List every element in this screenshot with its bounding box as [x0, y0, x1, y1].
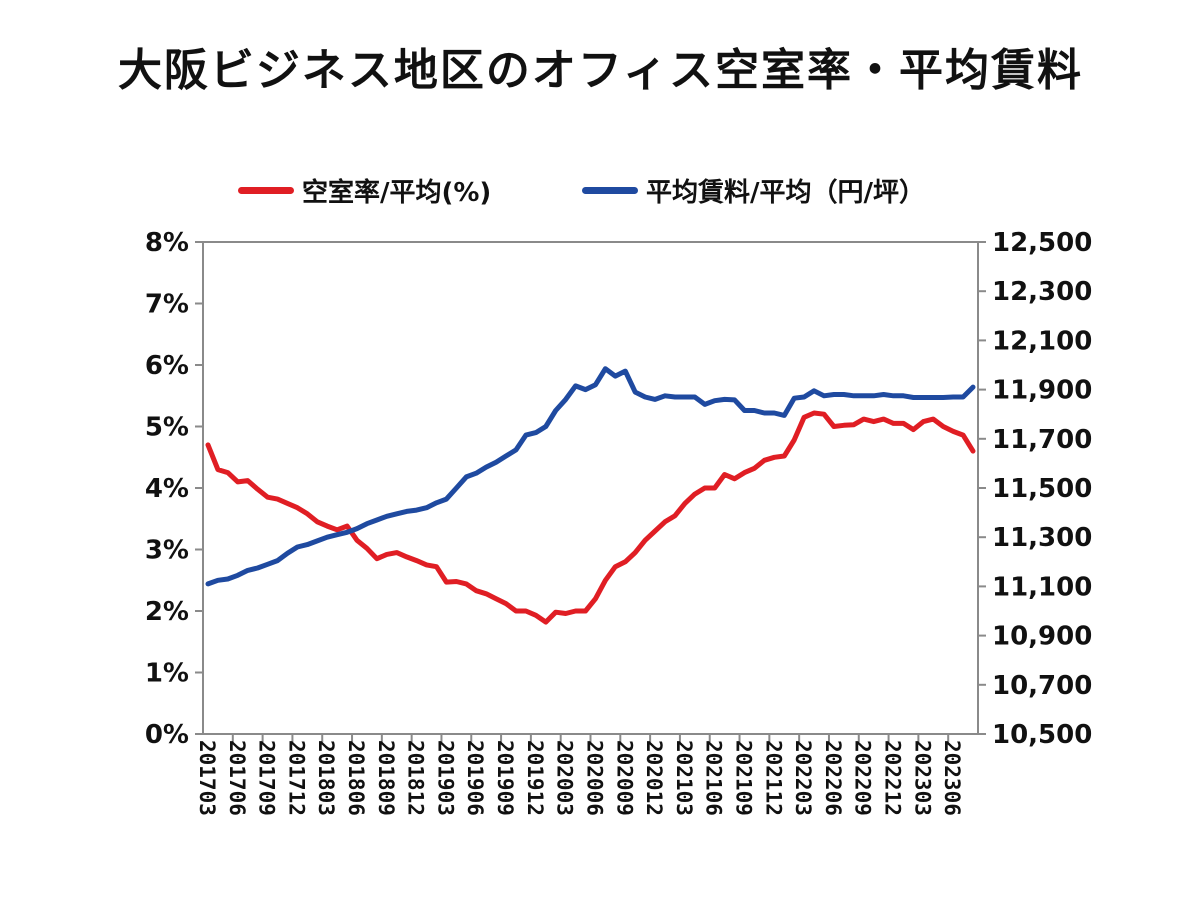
- legend-item-vacancy: 空室率/平均(%): [238, 172, 491, 209]
- y-left-tick-label: 3%: [145, 536, 189, 566]
- x-tick-label: 202203: [791, 740, 815, 816]
- x-tick-label: 202306: [940, 740, 964, 816]
- legend-swatch-vacancy: [238, 187, 294, 194]
- x-tick-label: 202109: [732, 740, 756, 816]
- y-left-tick-label: 2%: [145, 597, 189, 627]
- x-tick-label: 201706: [225, 740, 249, 816]
- x-tick-label: 202303: [910, 740, 934, 816]
- chart-title: 大阪ビジネス地区のオフィス空室率・平均賃料: [117, 45, 1084, 96]
- y-left-tick-label: 1%: [145, 659, 189, 689]
- y-right-tick-label: 12,500: [992, 228, 1092, 258]
- y-right-tick-label: 12,100: [992, 326, 1092, 356]
- y-right-tick-label: 10,500: [992, 720, 1092, 750]
- x-tick-label: 201812: [404, 740, 428, 816]
- y-right-tick-label: 11,900: [992, 376, 1092, 406]
- y-left-tick-label: 6%: [145, 351, 189, 381]
- y-left-tick-label: 4%: [145, 474, 189, 504]
- x-tick-label: 201709: [255, 740, 279, 816]
- y-left-tick-label: 0%: [145, 720, 189, 750]
- x-tick-label: 201909: [493, 740, 517, 816]
- y-right-tick-label: 11,700: [992, 425, 1092, 455]
- series-line-average-rent: [205, 366, 976, 587]
- y-left-tick-label: 5%: [145, 413, 189, 443]
- x-tick-label: 202103: [672, 740, 696, 816]
- y-left-tick-label: 7%: [145, 290, 189, 320]
- x-tick-label: 202212: [881, 740, 905, 816]
- x-tick-label: 202012: [642, 740, 666, 816]
- x-tick-label: 201906: [463, 740, 487, 816]
- x-tick-label: 202206: [821, 740, 845, 816]
- y-right-tick-label: 12,300: [992, 277, 1092, 307]
- x-tick-label: 201912: [523, 740, 547, 816]
- y-right-tick-label: 10,900: [992, 622, 1092, 652]
- legend-item-rent: 平均賃料/平均（円/坪）: [582, 172, 925, 209]
- x-tick-label: 201803: [314, 740, 338, 816]
- x-tick-label: 202006: [582, 740, 606, 816]
- series-line-vacancy-rate: [205, 410, 976, 625]
- y-left-tick-label: 8%: [145, 228, 189, 258]
- legend-label-rent: 平均賃料/平均（円/坪）: [646, 178, 925, 208]
- x-tick-label: 202209: [851, 740, 875, 816]
- y-right-tick-label: 11,300: [992, 523, 1092, 553]
- x-tick-label: 202106: [702, 740, 726, 816]
- x-tick-label: 202009: [612, 740, 636, 816]
- x-tick-label: 201903: [433, 740, 457, 816]
- x-tick-label: 201703: [195, 740, 219, 816]
- legend-swatch-rent: [582, 187, 638, 194]
- x-tick-label: 201806: [344, 740, 368, 816]
- y-right-tick-label: 10,700: [992, 671, 1092, 701]
- x-tick-label: 201712: [284, 740, 308, 816]
- x-tick-label: 202003: [553, 740, 577, 816]
- y-right-tick-label: 11,100: [992, 572, 1092, 602]
- x-tick-label: 201809: [374, 740, 398, 816]
- legend: 空室率/平均(%) 平均賃料/平均（円/坪）: [0, 172, 1201, 208]
- x-tick-label: 202112: [761, 740, 785, 816]
- y-right-tick-label: 11,500: [992, 474, 1092, 504]
- legend-label-vacancy: 空室率/平均(%): [302, 178, 492, 208]
